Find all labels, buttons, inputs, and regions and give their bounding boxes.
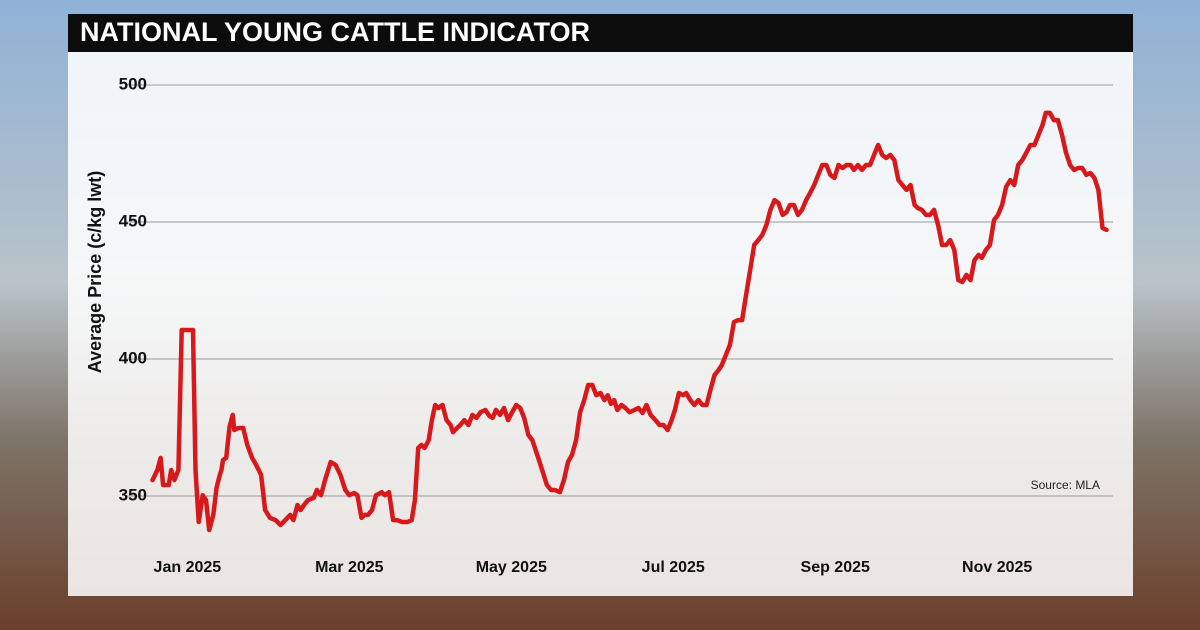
- y-axis-label: Average Price (c/kg lwt): [85, 171, 105, 373]
- chart-title: NATIONAL YOUNG CATTLE INDICATOR: [80, 17, 590, 47]
- data-line: [150, 110, 1109, 533]
- source-note: Source: MLA: [1031, 478, 1100, 492]
- y-tick-label: 500: [119, 74, 147, 93]
- x-tick-label: Mar 2025: [315, 559, 384, 576]
- chart-panel: [68, 52, 1133, 596]
- plot-area: 350 400 450 500 Jan 2025 Mar 2025 May 2025 Jul …: [119, 74, 1113, 576]
- x-tick-label: Sep 2025: [801, 559, 870, 576]
- x-tick-label: Jul 2025: [642, 559, 705, 576]
- x-tick-label: May 2025: [476, 559, 547, 576]
- y-tick-label: 400: [119, 348, 147, 367]
- x-tick-label: Nov 2025: [962, 559, 1032, 576]
- y-tick-label: 450: [119, 211, 147, 230]
- title-bar: [68, 14, 1133, 52]
- x-tick-label: Jan 2025: [154, 559, 222, 576]
- y-tick-label: 350: [119, 485, 147, 504]
